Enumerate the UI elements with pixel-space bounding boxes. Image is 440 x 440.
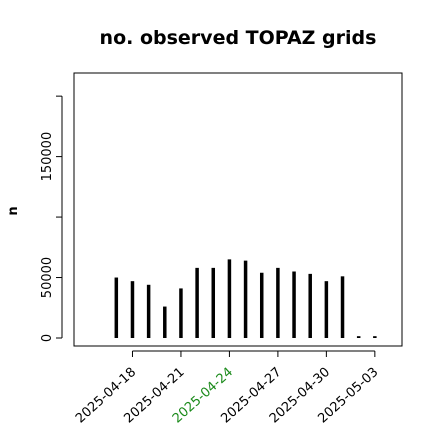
y-axis-label: n <box>6 206 21 215</box>
plot-frame <box>73 72 403 347</box>
y-tick-label: 50000 <box>40 257 55 298</box>
y-axis: 0 50000 150000 <box>40 95 63 342</box>
bars <box>114 259 377 338</box>
chart-title: no. observed TOPAZ grids <box>100 27 377 49</box>
y-tick-label: 0 <box>40 334 55 342</box>
x-axis: 2025-04-182025-04-212025-04-242025-04-27… <box>73 350 382 427</box>
y-tick-label: 150000 <box>40 132 55 182</box>
